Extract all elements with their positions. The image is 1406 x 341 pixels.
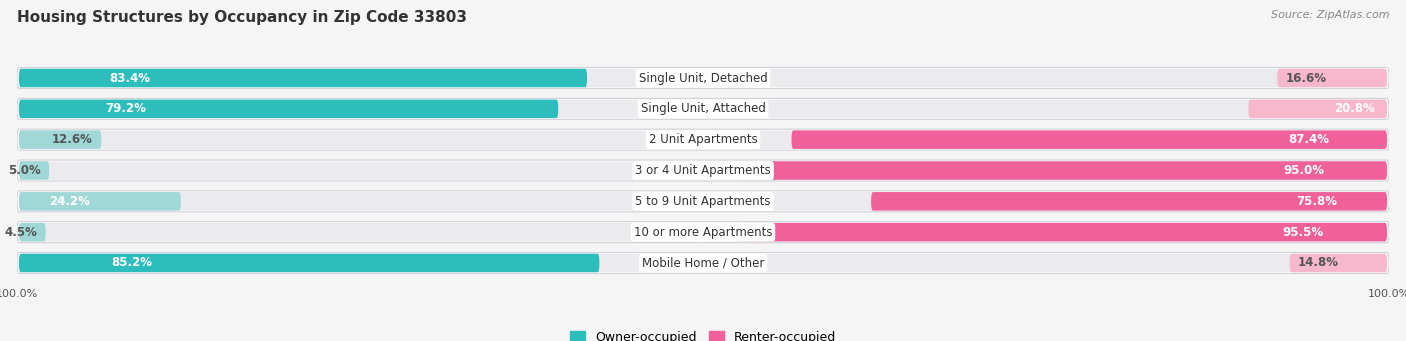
Text: 5 to 9 Unit Apartments: 5 to 9 Unit Apartments [636,195,770,208]
Text: Housing Structures by Occupancy in Zip Code 33803: Housing Structures by Occupancy in Zip C… [17,10,467,25]
FancyBboxPatch shape [703,223,1388,241]
Text: Source: ZipAtlas.com: Source: ZipAtlas.com [1271,10,1389,20]
Text: 14.8%: 14.8% [1298,256,1339,269]
Text: 83.4%: 83.4% [110,72,150,85]
Text: 75.8%: 75.8% [1296,195,1337,208]
Text: 10 or more Apartments: 10 or more Apartments [634,226,772,239]
FancyBboxPatch shape [1277,69,1388,87]
Text: Mobile Home / Other: Mobile Home / Other [641,256,765,269]
Text: 24.2%: 24.2% [49,195,90,208]
Text: 2 Unit Apartments: 2 Unit Apartments [648,133,758,146]
FancyBboxPatch shape [17,222,1389,243]
FancyBboxPatch shape [17,129,1389,150]
FancyBboxPatch shape [703,192,1388,211]
FancyBboxPatch shape [1249,100,1388,118]
FancyBboxPatch shape [18,161,703,180]
FancyBboxPatch shape [735,223,1388,241]
Legend: Owner-occupied, Renter-occupied: Owner-occupied, Renter-occupied [565,326,841,341]
FancyBboxPatch shape [17,252,1389,273]
FancyBboxPatch shape [1289,254,1388,272]
Text: 12.6%: 12.6% [52,133,93,146]
FancyBboxPatch shape [17,191,1389,212]
FancyBboxPatch shape [18,69,588,87]
FancyBboxPatch shape [703,100,1388,118]
FancyBboxPatch shape [17,98,1389,119]
FancyBboxPatch shape [703,161,1388,180]
Text: Single Unit, Detached: Single Unit, Detached [638,72,768,85]
FancyBboxPatch shape [18,100,703,118]
FancyBboxPatch shape [18,130,703,149]
FancyBboxPatch shape [18,254,599,272]
Text: 16.6%: 16.6% [1285,72,1326,85]
FancyBboxPatch shape [872,192,1388,211]
FancyBboxPatch shape [18,223,45,241]
FancyBboxPatch shape [18,161,49,180]
FancyBboxPatch shape [18,223,703,241]
FancyBboxPatch shape [17,160,1389,181]
FancyBboxPatch shape [18,69,703,87]
FancyBboxPatch shape [18,100,558,118]
FancyBboxPatch shape [703,254,1388,272]
FancyBboxPatch shape [18,130,101,149]
Text: 95.5%: 95.5% [1282,226,1323,239]
FancyBboxPatch shape [740,161,1388,180]
Text: 20.8%: 20.8% [1334,102,1375,115]
Text: 87.4%: 87.4% [1288,133,1329,146]
Text: 95.0%: 95.0% [1282,164,1324,177]
FancyBboxPatch shape [18,192,703,211]
FancyBboxPatch shape [703,130,1388,149]
Text: 85.2%: 85.2% [111,256,152,269]
Text: 79.2%: 79.2% [105,102,146,115]
FancyBboxPatch shape [18,192,181,211]
FancyBboxPatch shape [703,69,1388,87]
Text: Single Unit, Attached: Single Unit, Attached [641,102,765,115]
Text: 5.0%: 5.0% [8,164,41,177]
FancyBboxPatch shape [17,68,1389,89]
Text: 4.5%: 4.5% [4,226,38,239]
Text: 3 or 4 Unit Apartments: 3 or 4 Unit Apartments [636,164,770,177]
FancyBboxPatch shape [18,254,703,272]
FancyBboxPatch shape [792,130,1388,149]
